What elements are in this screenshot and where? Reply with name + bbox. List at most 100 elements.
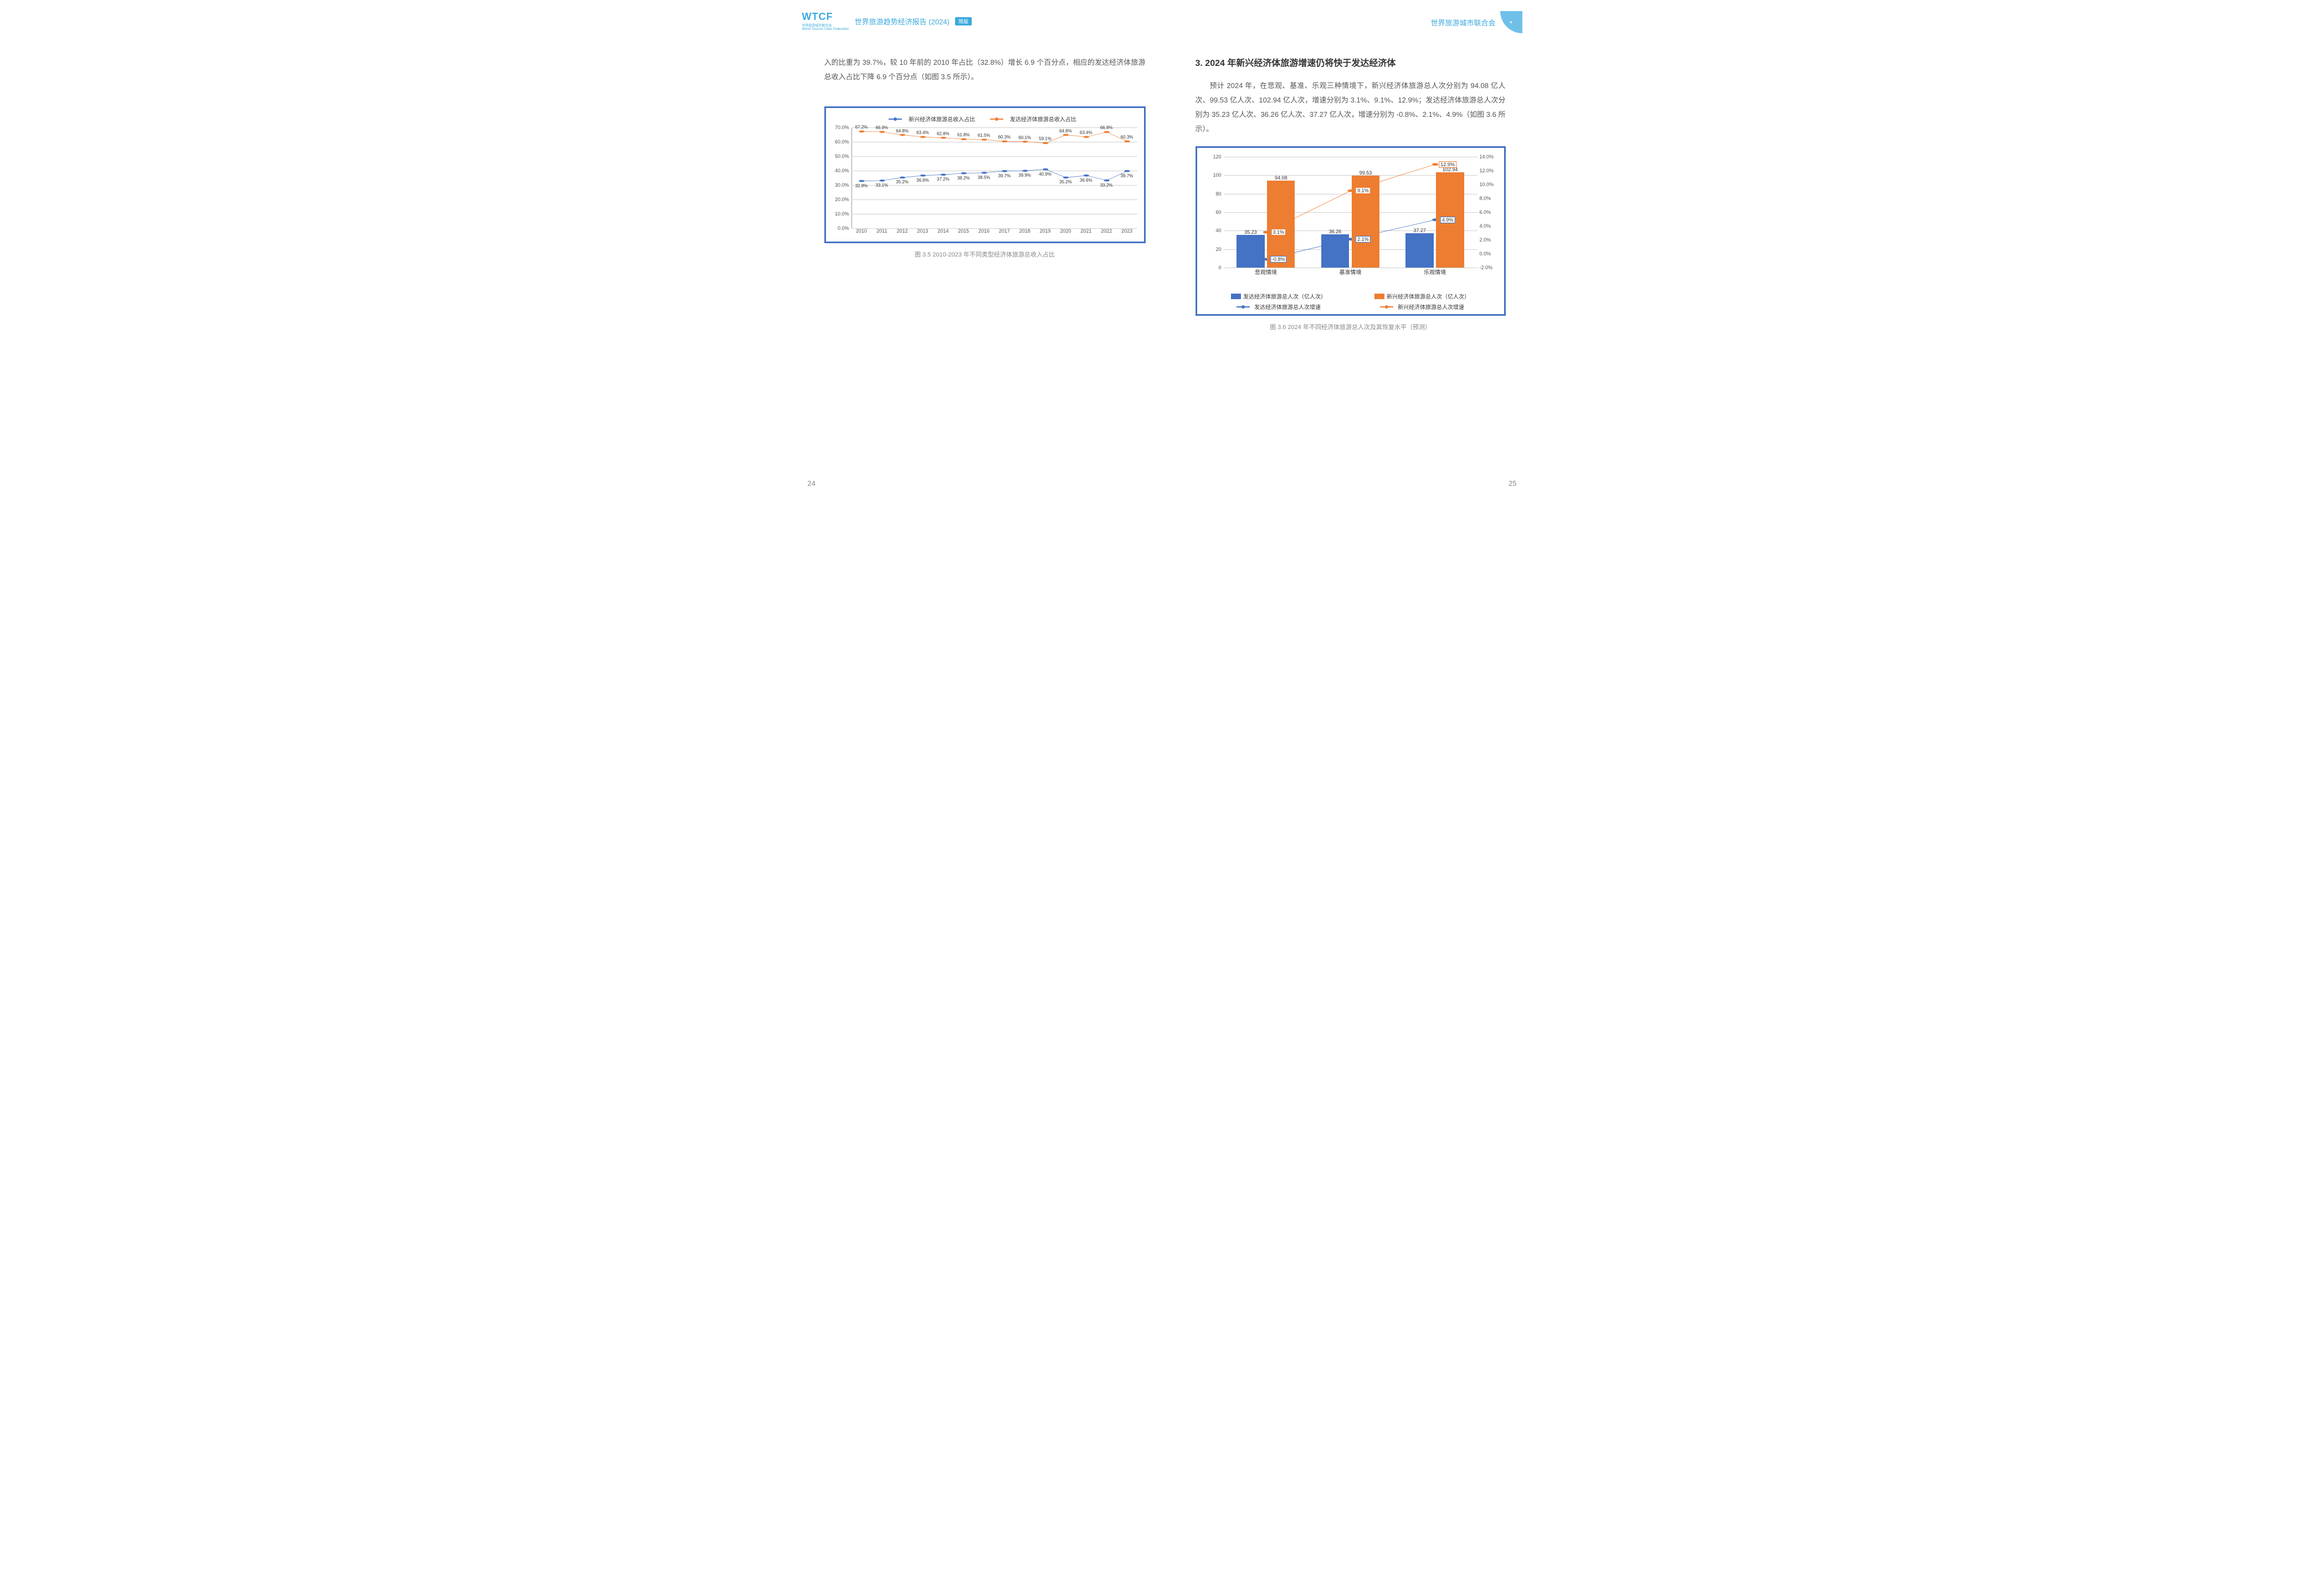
chart1-datalabel: 66.8% [1100, 125, 1113, 130]
page-right: 世界旅游城市联合会 ✦ 3. 2024 年新兴经济体旅游增速仍将快于发达经济体 … [1162, 0, 1533, 499]
chart1-datalabel: 61.8% [957, 132, 970, 137]
chart1-xaxis: 2010201120122013201420152016201720182019… [851, 228, 1137, 238]
logo-cn: 世界旅游城市联合会 [802, 23, 849, 28]
logo-main: WTCF [802, 11, 833, 22]
chart1-datalabel: 38.5% [978, 175, 991, 180]
chart1-datalabel: 36.6% [1080, 178, 1092, 183]
chart2-xtick: 悲观情境 [1224, 268, 1309, 276]
c2-leg-a: 发达经济体旅游总人次（亿人次） [1243, 292, 1326, 300]
page-left: WTCF 世界旅游城市联合会 World Tourism Cities Fede… [791, 0, 1162, 499]
chart2-linelabel: 9.1% [1356, 187, 1371, 194]
header-right: 世界旅游城市联合会 ✦ [1430, 11, 1522, 33]
chart1-xtick: 2014 [933, 228, 953, 238]
chart1-datalabel: 35.2% [1059, 179, 1072, 184]
chart2-barlabel: 35.23 [1244, 229, 1257, 235]
chart1-plot: 0.0%10.0%20.0%30.0%40.0%50.0%60.0%70.0% … [851, 127, 1137, 238]
chart1-lines [851, 127, 1137, 228]
logo-sub: World Tourism Cities Federation [802, 28, 849, 31]
chart1-xtick: 2012 [892, 228, 912, 238]
header-left: WTCF 世界旅游城市联合会 World Tourism Cities Fede… [802, 11, 972, 31]
c2-leg-b: 新兴经济体旅游总人次（亿人次） [1387, 292, 1470, 300]
chart1-datalabel: 61.5% [978, 133, 991, 138]
chart2-xaxis: 悲观情境基准情境乐观情境 [1224, 268, 1477, 276]
chart1-legend: 新兴经济体旅游总收入占比 发达经济体旅游总收入占比 [830, 115, 1140, 123]
chart1-datalabel: 64.8% [896, 129, 909, 134]
left-para1: 入的比重为 39.7%，较 10 年前的 2010 年占比（32.8%）增长 6… [824, 55, 1146, 84]
chart1-xtick: 2021 [1076, 228, 1096, 238]
chart1-datalabel: 39.7% [998, 173, 1011, 178]
chart1-caption: 图 3.5 2010-2023 年不同类型经济体旅游总收入占比 [824, 250, 1146, 259]
chart1-datalabel: 59.1% [1039, 136, 1051, 141]
chart2-linelabel: 4.9% [1440, 217, 1455, 223]
chart2-barlabel: 94.08 [1275, 175, 1287, 181]
chart2-linelabel: 12.9% [1439, 161, 1456, 168]
chart1-datalabel: 40.9% [1039, 172, 1051, 177]
chart1-xtick: 2010 [851, 228, 872, 238]
left-content: 入的比重为 39.7%，较 10 年前的 2010 年占比（32.8%）增长 6… [824, 55, 1146, 259]
chart1-datalabel: 60.3% [1121, 135, 1133, 140]
chart2-bar [1237, 235, 1264, 268]
chart2-xtick: 基准情境 [1308, 268, 1393, 276]
chart1-datalabel: 60.1% [1018, 135, 1031, 140]
right-content: 3. 2024 年新兴经济体旅游增速仍将快于发达经济体 预计 2024 年，在悲… [1196, 55, 1506, 331]
doc-title: 世界旅游趋势经济报告 (2024) [855, 16, 950, 27]
chart1-datalabel: 63.4% [916, 130, 929, 135]
c2-leg-c: 发达经济体旅游总人次增速 [1254, 302, 1321, 311]
chart1-datalabel: 39.7% [1121, 173, 1133, 178]
chart1-xtick: 2013 [912, 228, 933, 238]
right-para1: 预计 2024 年，在悲观、基准、乐观三种情境下，新兴经济体旅游总人次分别为 9… [1196, 79, 1506, 136]
logo: WTCF 世界旅游城市联合会 World Tourism Cities Fede… [802, 11, 849, 31]
chart2-linelabel: 3.1% [1271, 229, 1286, 235]
chart1-datalabel: 67.2% [855, 125, 868, 130]
chart1-datalabel: 39.9% [1018, 173, 1031, 178]
chart2-barlabel: 36.26 [1329, 229, 1342, 234]
chart1-legend-s2: 发达经济体旅游总收入占比 [1010, 115, 1076, 123]
org-name: 世界旅游城市联合会 [1430, 17, 1495, 28]
chart2-barlabel: 99.53 [1359, 170, 1372, 176]
chart2-caption: 图 3.6 2024 年不同经济体旅游总人次及其恢复水平（预测） [1196, 322, 1506, 331]
chart-3-6: 020406080100120 -2.0%0.0%2.0%4.0%6.0%8.0… [1196, 146, 1506, 316]
chart-3-5: 新兴经济体旅游总收入占比 发达经济体旅游总收入占比 0.0%10.0%20.0%… [824, 106, 1146, 243]
chart1-xtick: 2022 [1096, 228, 1117, 238]
chart1-xtick: 2023 [1117, 228, 1137, 238]
circle-logo-icon: ✦ [1500, 11, 1522, 33]
chart1-xtick: 2020 [1055, 228, 1076, 238]
page-num-left: 24 [808, 479, 815, 488]
chart1-datalabel: 60.3% [998, 135, 1011, 140]
chart2-area: 35.23 36.26 37.27 94.08 99.53 102.94 -0.8% 2.1%… [1224, 157, 1477, 268]
chart1-datalabel: 64.8% [1059, 129, 1072, 134]
chart1-datalabel: 66.9% [875, 125, 888, 130]
chart1-xtick: 2016 [974, 228, 994, 238]
chart1-yaxis: 0.0%10.0%20.0%30.0%40.0%50.0%60.0%70.0% [830, 127, 850, 228]
chart2-barlabel: 37.27 [1413, 228, 1426, 233]
chart1-xtick: 2017 [994, 228, 1015, 238]
chart1-datalabel: 62.8% [937, 131, 950, 136]
chart1-datalabel: 36.6% [916, 178, 929, 183]
chart2-yaxis-left: 020406080100120 [1204, 157, 1223, 268]
chart2-bar [1405, 233, 1433, 268]
chart1-xtick: 2011 [871, 228, 892, 238]
chart1-xtick: 2015 [953, 228, 974, 238]
page-num-right: 25 [1509, 479, 1516, 488]
chart1-datalabel: 63.4% [1080, 130, 1092, 135]
chart1-datalabel: 32.8% [855, 183, 868, 188]
chart2-yaxis-right: -2.0%0.0%2.0%4.0%6.0%8.0%10.0%12.0%14.0% [1479, 157, 1500, 268]
chart2-bar [1267, 181, 1295, 268]
chart2-linelabel: 2.1% [1356, 236, 1371, 243]
chart1-datalabel: 35.2% [896, 179, 909, 184]
edition-badge: 简版 [955, 17, 972, 25]
chart1-datalabel: 37.2% [937, 177, 950, 182]
chart1-xtick: 2019 [1035, 228, 1055, 238]
section-title: 3. 2024 年新兴经济体旅游增速仍将快于发达经济体 [1196, 55, 1506, 69]
chart1-xtick: 2018 [1014, 228, 1035, 238]
chart2-xtick: 乐观情境 [1393, 268, 1477, 276]
chart1-datalabel: 33.1% [875, 183, 888, 188]
c2-leg-d: 新兴经济体旅游总人次增速 [1398, 302, 1464, 311]
chart1-datalabel: 38.2% [957, 176, 970, 181]
chart2-bar [1321, 234, 1349, 268]
chart2-plot: 020406080100120 -2.0%0.0%2.0%4.0%6.0%8.0… [1224, 157, 1477, 290]
chart2-linelabel: -0.8% [1270, 256, 1287, 263]
chart2-barlabel: 102.94 [1443, 167, 1458, 172]
chart2-legend: 发达经济体旅游总人次（亿人次） 新兴经济体旅游总人次（亿人次） 发达经济体旅游总… [1202, 292, 1500, 311]
chart1-datalabel: 33.2% [1100, 183, 1113, 188]
